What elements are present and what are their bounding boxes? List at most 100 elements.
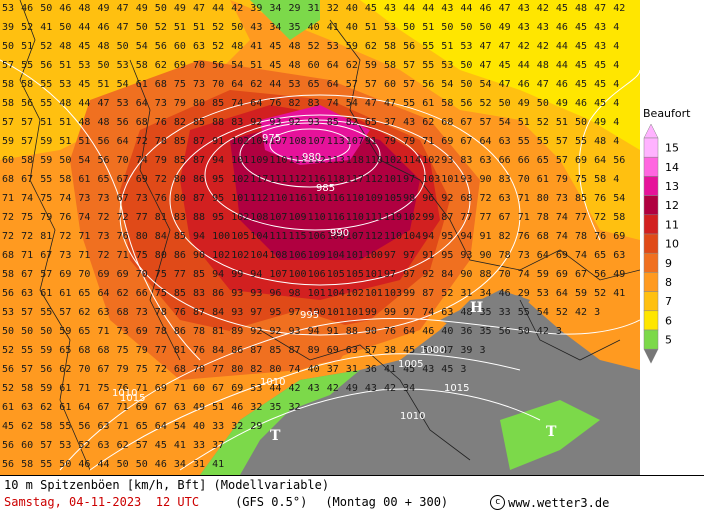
gust-value: 92 <box>250 117 262 128</box>
gust-value: 43 <box>441 3 453 14</box>
gust-value: 71 <box>21 250 33 261</box>
gust-value: 85 <box>212 98 224 109</box>
gust-value: 68 <box>2 174 14 185</box>
gust-value: 53 <box>59 440 71 451</box>
gust-grid-row: 58 67 57 69 70 69 69 70 75 77 85 94 99 94 107 100 106 105… <box>2 269 625 280</box>
gust-value: 61 <box>136 79 148 90</box>
gust-grid-row: 71 74 75 74 73 73 67 73 76 80 87 95 101 112 110 116 110 1… <box>2 193 625 204</box>
gust-value: 32 <box>250 402 262 413</box>
gust-value: 51 <box>78 136 90 147</box>
gust-value: 101 <box>365 269 383 280</box>
gust-value: 52 <box>441 288 453 299</box>
gust-value: 105 <box>231 231 249 242</box>
gust-value: 93 <box>441 155 453 166</box>
gust-grid-row: 68 67 55 58 61 65 67 69 72 80 86 95 102 117 111 112 116 1… <box>2 174 619 185</box>
gust-value: 96 <box>422 193 434 204</box>
gust-value: 71 <box>78 231 90 242</box>
gust-value: 33 <box>499 307 511 318</box>
legend-arrow-top <box>643 123 659 139</box>
gust-value: 55 <box>537 136 549 147</box>
gust-value: 104 <box>327 288 345 299</box>
gust-value: 72 <box>117 212 129 223</box>
gust-value: 93 <box>231 307 243 318</box>
gust-value: 48 <box>537 60 549 71</box>
gust-value: 111 <box>269 231 287 242</box>
gust-value: 100 <box>308 307 326 318</box>
gust-value: 62 <box>346 60 358 71</box>
gust-value: 101 <box>231 155 249 166</box>
gust-value: 63 <box>21 402 33 413</box>
gust-value: 59 <box>365 60 377 71</box>
gust-value: 29 <box>250 421 262 432</box>
gust-value: 73 <box>98 231 110 242</box>
gust-value: 61 <box>422 98 434 109</box>
gust-value: 100 <box>327 231 345 242</box>
gust-value: 57 <box>21 117 33 128</box>
gust-value: 87 <box>193 155 205 166</box>
gust-value: 61 <box>59 383 71 394</box>
gust-value: 59 <box>40 155 52 166</box>
gust-value: 68 <box>441 117 453 128</box>
legend-label: 12 <box>665 199 679 212</box>
gust-value: 43 <box>422 364 434 375</box>
field-bft5-fringe-east <box>500 400 600 470</box>
gust-value: 47 <box>117 22 129 33</box>
gust-value: 63 <box>98 440 110 451</box>
gust-value: 71 <box>518 193 530 204</box>
gust-value: 72 <box>136 136 148 147</box>
gust-value: 41 <box>613 288 625 299</box>
gust-value: 37 <box>212 440 224 451</box>
gust-value: 46 <box>422 326 434 337</box>
gust-value: 75 <box>117 345 129 356</box>
legend-title: Beaufort <box>643 107 691 120</box>
gust-value: 48 <box>289 60 301 71</box>
gust-value: 72 <box>2 212 14 223</box>
legend-swatch <box>643 137 659 158</box>
gust-value: 86 <box>174 326 186 337</box>
gust-value: 76 <box>193 345 205 356</box>
gust-value: 88 <box>346 326 358 337</box>
gust-value: 74 <box>78 212 90 223</box>
gust-value: 69 <box>155 383 167 394</box>
gust-value: 63 <box>441 307 453 318</box>
beaufort-legend: Beaufort 15 14 13 12 11 10 9 8 7 6 5 <box>640 0 704 475</box>
gust-value: 46 <box>98 22 110 33</box>
gust-value: 45 <box>441 364 453 375</box>
gust-value: 88 <box>193 212 205 223</box>
gust-value: 49 <box>193 402 205 413</box>
gust-value: 101 <box>346 307 364 318</box>
gust-value: 50 <box>40 326 52 337</box>
isobar-label: 980 <box>302 152 321 163</box>
gust-value: 84 <box>155 231 167 242</box>
gust-value: 52 <box>212 22 224 33</box>
gust-value: 65 <box>308 79 320 90</box>
gust-value: 69 <box>575 155 587 166</box>
gust-value: 92 <box>250 326 262 337</box>
gust-value: 71 <box>117 421 129 432</box>
gust-value: 47 <box>480 60 492 71</box>
gust-value: 97 <box>403 174 415 185</box>
gust-value: 92 <box>441 193 453 204</box>
gust-value: 52 <box>2 383 14 394</box>
gust-value: 46 <box>480 3 492 14</box>
gust-value: 46 <box>155 459 167 470</box>
gust-value: 69 <box>136 326 148 337</box>
credit-link[interactable]: www.wetter3.de <box>508 495 610 510</box>
gust-value: 34 <box>174 459 186 470</box>
gust-value: 53 <box>327 41 339 52</box>
gust-value: 83 <box>308 98 320 109</box>
gust-value: 89 <box>231 326 243 337</box>
gust-value: 65 <box>98 174 110 185</box>
gust-value: 76 <box>518 231 530 242</box>
gust-value: 48 <box>98 41 110 52</box>
gust-value: 117 <box>346 174 364 185</box>
gust-value: 106 <box>289 250 307 261</box>
gust-value: 71 <box>2 193 14 204</box>
gust-value: 102 <box>422 155 440 166</box>
footer-info: Samstag, 04-11-2023 12 UTC (GFS 0.5°) (M… <box>4 495 609 510</box>
gust-value: 61 <box>2 402 14 413</box>
legend-swatch <box>643 310 659 331</box>
gust-value: 75 <box>174 79 186 90</box>
gust-value: 90 <box>460 269 472 280</box>
gust-value: 52 <box>21 22 33 33</box>
